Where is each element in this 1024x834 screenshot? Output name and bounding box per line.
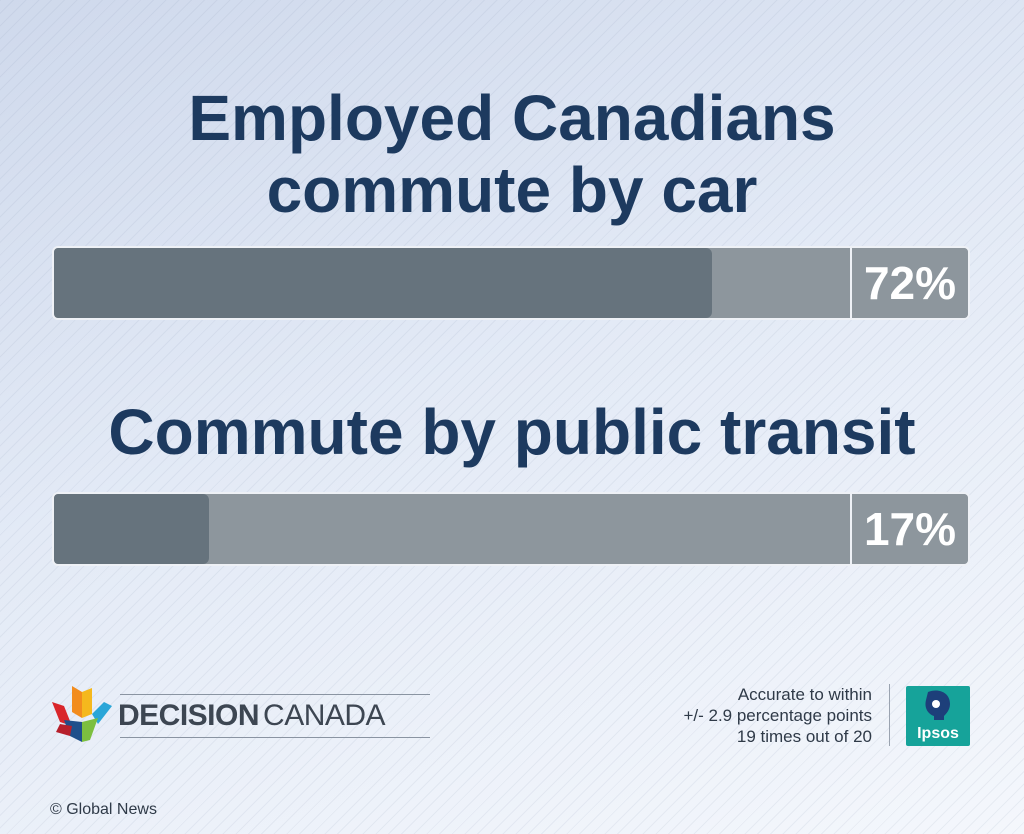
brand-name-bold: DECISION (118, 699, 260, 732)
brand-name-regular: CANADA (263, 699, 386, 732)
brand-rule-top (120, 694, 430, 695)
bar-value-car: 72% (850, 248, 968, 318)
ipsos-head-icon (925, 690, 950, 720)
maple-leaf-icon (52, 686, 112, 742)
margin-of-error-note: Accurate to within +/- 2.9 percentage po… (620, 684, 872, 747)
title-line-2: commute by car (266, 154, 758, 226)
brand-name: DECISION CANADA (118, 698, 386, 734)
accuracy-line: 19 times out of 20 (736, 727, 872, 746)
bar-transit (54, 494, 210, 564)
bar-track-car: 72% (52, 246, 970, 320)
ipsos-wordmark: Ipsos (917, 725, 959, 742)
ipsos-logo: Ipsos (906, 686, 970, 746)
chart-title-transit: Commute by public transit (108, 396, 916, 468)
footer-divider (889, 684, 890, 746)
copyright-credit: © Global News (50, 801, 157, 818)
decision-canada-logo: DECISION CANADA (50, 684, 450, 748)
accuracy-line: Accurate to within (737, 685, 872, 704)
bar-track-transit: 17% (52, 492, 970, 566)
accuracy-line: +/- 2.9 percentage points (683, 706, 872, 725)
chart-title-car: Employed Canadians commute by car (0, 82, 1024, 226)
title-line-1: Employed Canadians (188, 82, 836, 154)
bar-car (54, 248, 713, 318)
bar-value-transit: 17% (850, 494, 968, 564)
brand-rule-bottom (120, 737, 430, 738)
